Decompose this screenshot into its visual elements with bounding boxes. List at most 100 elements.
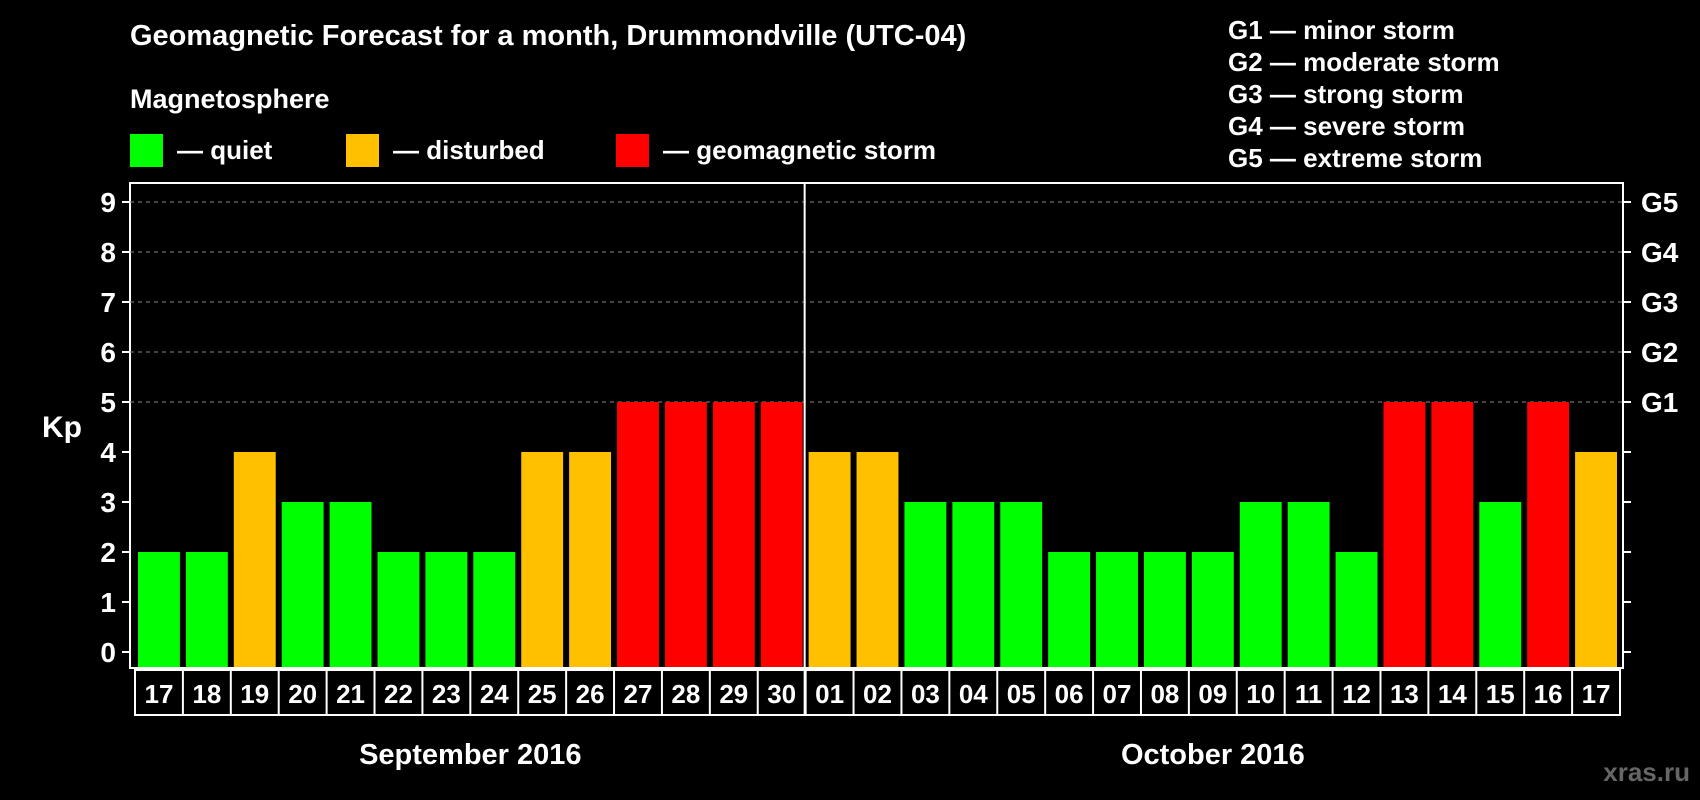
bar-2 xyxy=(233,452,276,667)
g-level-label-G1: G1 xyxy=(1641,387,1678,418)
bar-27 xyxy=(1431,402,1474,667)
bar-14 xyxy=(808,452,851,667)
date-label-2: 19 xyxy=(240,679,269,709)
date-label-4: 21 xyxy=(336,679,365,709)
bar-4 xyxy=(329,502,372,667)
date-label-29: 16 xyxy=(1534,679,1563,709)
bar-26 xyxy=(1383,402,1426,667)
y-tick-label-6: 6 xyxy=(100,337,116,368)
date-label-11: 28 xyxy=(671,679,700,709)
month-label-0: September 2016 xyxy=(359,739,581,771)
bar-0 xyxy=(138,552,180,667)
date-label-12: 29 xyxy=(719,679,748,709)
bar-19 xyxy=(1048,552,1091,667)
storm-level-legend: G1 — minor storm G2 — moderate storm G3 … xyxy=(1228,14,1500,174)
date-label-21: 08 xyxy=(1150,679,1179,709)
y-tick-label-4: 4 xyxy=(100,437,116,468)
bar-30 xyxy=(1575,452,1617,667)
date-label-6: 23 xyxy=(432,679,461,709)
date-label-17: 04 xyxy=(959,679,988,709)
quiet-swatch xyxy=(130,133,163,167)
bar-8 xyxy=(521,452,564,667)
bar-23 xyxy=(1239,502,1282,667)
chart-title: Geomagnetic Forecast for a month, Drummo… xyxy=(130,20,967,52)
date-label-20: 07 xyxy=(1103,679,1132,709)
y-axis-label: Kp xyxy=(42,411,82,444)
storm-level-g3: G3 — strong storm xyxy=(1228,79,1464,109)
disturbed-swatch xyxy=(346,133,379,167)
y-tick-label-0: 0 xyxy=(100,637,116,668)
bar-24 xyxy=(1287,502,1330,667)
date-label-8: 25 xyxy=(528,679,557,709)
legend-label-disturbed: — disturbed xyxy=(393,134,545,165)
legend-item-disturbed: — disturbed xyxy=(346,133,545,167)
legend-label-quiet: — quiet xyxy=(177,134,273,165)
date-row-frame xyxy=(134,669,1621,716)
y-tick-label-5: 5 xyxy=(100,387,116,418)
storm-level-g2: G2 — moderate storm xyxy=(1228,47,1500,77)
g-level-label-G3: G3 xyxy=(1641,287,1678,318)
date-label-10: 27 xyxy=(624,679,653,709)
date-label-9: 26 xyxy=(576,679,605,709)
legend-item-storm: — geomagnetic storm xyxy=(616,133,936,167)
y-tick-label-1: 1 xyxy=(100,587,116,618)
y-tick-label-9: 9 xyxy=(100,187,116,218)
storm-level-g5: G5 — extreme storm xyxy=(1228,143,1483,173)
bar-18 xyxy=(1000,502,1043,667)
date-label-15: 02 xyxy=(863,679,892,709)
watermark: xras.ru xyxy=(1603,757,1690,787)
g-level-label-G5: G5 xyxy=(1641,187,1678,218)
date-label-18: 05 xyxy=(1007,679,1036,709)
bar-6 xyxy=(425,552,468,667)
bar-15 xyxy=(856,452,899,667)
g-level-label-G2: G2 xyxy=(1641,337,1678,368)
bar-1 xyxy=(185,552,228,667)
y-tick-label-3: 3 xyxy=(100,487,116,518)
legend-label-storm: — geomagnetic storm xyxy=(663,134,937,165)
plot-frame xyxy=(129,182,1624,669)
bar-12 xyxy=(712,402,755,667)
date-label-27: 14 xyxy=(1438,679,1467,709)
bar-11 xyxy=(664,402,707,667)
storm-level-g1: G1 — minor storm xyxy=(1228,15,1455,45)
bar-25 xyxy=(1335,552,1378,667)
legend-item-quiet: — quiet xyxy=(130,133,272,167)
date-label-30: 17 xyxy=(1582,679,1611,709)
bar-20 xyxy=(1096,552,1138,667)
bar-22 xyxy=(1191,552,1234,667)
date-label-13: 30 xyxy=(767,679,796,709)
bar-28 xyxy=(1479,502,1522,667)
y-tick-label-7: 7 xyxy=(100,287,116,318)
date-label-28: 15 xyxy=(1486,679,1515,709)
y-tick-label-2: 2 xyxy=(100,537,116,568)
bar-3 xyxy=(281,502,324,667)
g-level-label-G4: G4 xyxy=(1641,237,1679,268)
date-label-25: 12 xyxy=(1342,679,1371,709)
bar-21 xyxy=(1143,552,1186,667)
date-label-7: 24 xyxy=(480,679,509,709)
bar-10 xyxy=(617,402,659,667)
date-label-22: 09 xyxy=(1198,679,1227,709)
bar-5 xyxy=(377,552,420,667)
bar-9 xyxy=(569,452,612,667)
date-label-3: 20 xyxy=(288,679,317,709)
bar-17 xyxy=(952,502,995,667)
magnetosphere-label: Magnetosphere xyxy=(130,84,330,114)
bar-29 xyxy=(1527,402,1570,667)
date-label-0: 17 xyxy=(144,679,173,709)
date-label-16: 03 xyxy=(911,679,940,709)
date-label-23: 10 xyxy=(1246,679,1275,709)
date-label-14: 01 xyxy=(815,679,844,709)
bar-13 xyxy=(760,402,803,667)
date-label-24: 11 xyxy=(1295,679,1323,709)
month-label-1: October 2016 xyxy=(1121,739,1305,771)
date-label-19: 06 xyxy=(1055,679,1084,709)
bar-16 xyxy=(904,502,947,667)
date-label-1: 18 xyxy=(192,679,221,709)
storm-level-g4: G4 — severe storm xyxy=(1228,111,1466,141)
storm-swatch xyxy=(616,133,649,167)
bar-7 xyxy=(473,552,516,667)
date-label-26: 13 xyxy=(1390,679,1419,709)
date-label-5: 22 xyxy=(384,679,413,709)
